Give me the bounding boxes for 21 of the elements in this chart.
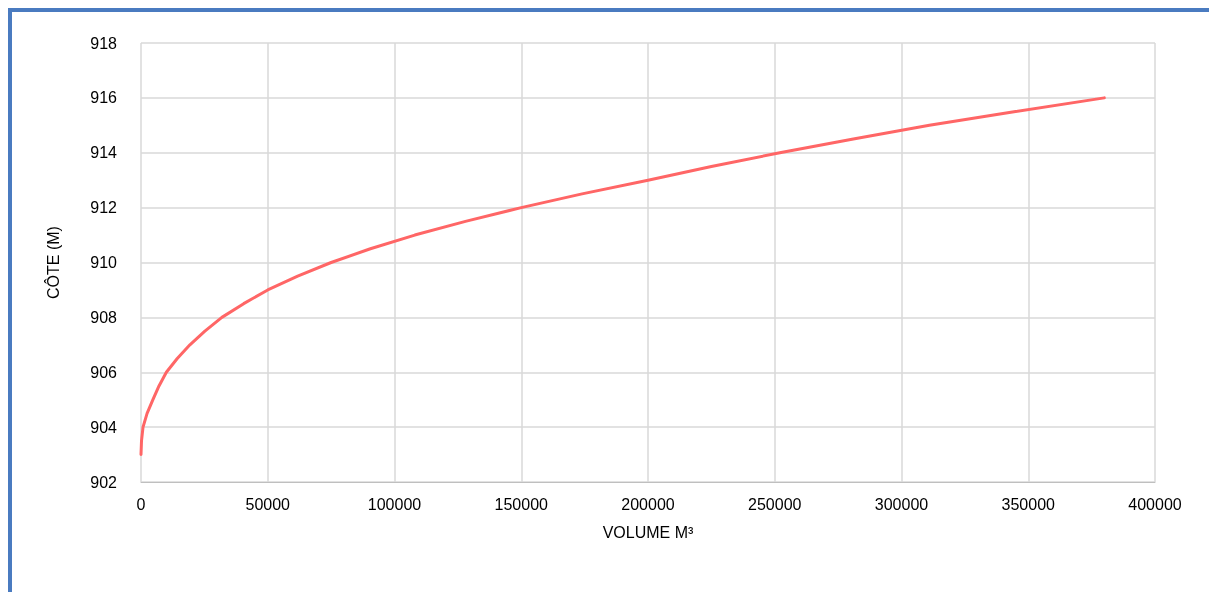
y-tick-label: 914 [90, 144, 118, 162]
x-tick-label: 400000 [1128, 495, 1182, 513]
y-tick-label: 906 [90, 363, 118, 381]
y-tick-label: 916 [90, 89, 118, 107]
line-series [139, 96, 1106, 457]
x-tick-label: 50000 [245, 495, 291, 513]
x-axis-title: VOLUME M³ [602, 523, 695, 541]
x-tick-label: 0 [136, 495, 146, 513]
y-tick-label: 918 [90, 34, 118, 52]
x-tick-label: 200000 [621, 495, 675, 513]
y-tick-label: 912 [90, 199, 118, 217]
y-axis-title: CÔTE (M) [43, 226, 62, 299]
x-tick-label: 300000 [874, 495, 929, 513]
y-tick-label: 908 [90, 308, 118, 326]
x-tick-label: 250000 [748, 495, 802, 513]
x-tick-label: 100000 [367, 495, 422, 513]
x-tick-label: 150000 [494, 495, 549, 513]
x-tick-label: 350000 [1001, 495, 1056, 513]
y-tick-label: 904 [90, 418, 118, 436]
y-tick-label: 910 [90, 254, 118, 271]
y-tick-label: 902 [90, 473, 118, 491]
